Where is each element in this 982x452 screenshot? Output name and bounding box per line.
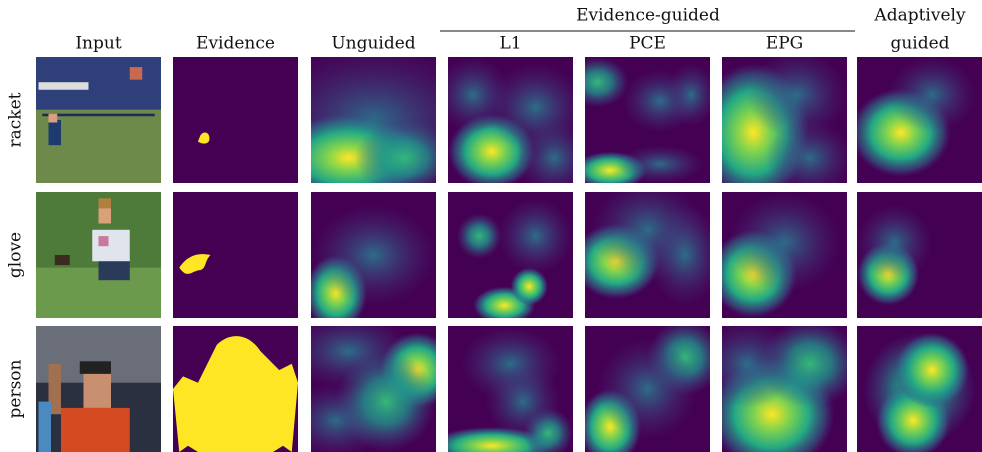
- row-label: racket: [6, 92, 26, 147]
- photo-region: [99, 261, 130, 280]
- group-title: Evidence-guided: [576, 6, 720, 26]
- photo-region: [39, 402, 52, 452]
- column-title: L1: [499, 34, 521, 54]
- image-cell: [429, 326, 573, 452]
- image-cell: [36, 57, 161, 183]
- heat-blob: [517, 120, 592, 196]
- image-cell: [286, 313, 455, 452]
- column-title: Input: [75, 34, 121, 54]
- heatmap-background: [173, 57, 298, 183]
- heat-blob: [666, 63, 716, 126]
- photo-region: [61, 408, 130, 452]
- photo-region: [99, 198, 112, 208]
- image-cell: [857, 192, 982, 318]
- heat-blob: [311, 205, 436, 306]
- heat-blob: [888, 57, 976, 133]
- heatmap: [436, 57, 592, 196]
- heat-blob: [566, 57, 629, 107]
- image-cell: [566, 57, 716, 189]
- image-cell: [436, 57, 592, 196]
- image-grid: [36, 44, 982, 452]
- heatmap-background: [173, 192, 298, 318]
- heat-blob: [598, 339, 698, 440]
- figure: Evidence-guided Adaptively guided Input E…: [0, 0, 982, 452]
- heat-blob: [895, 332, 970, 408]
- column-title: Adaptively: [873, 6, 966, 26]
- image-cell: [573, 179, 723, 318]
- heat-blob: [648, 205, 723, 306]
- image-cell: [851, 57, 982, 183]
- heat-blob: [498, 198, 573, 274]
- column-title: EPG: [766, 34, 803, 54]
- photo-region: [39, 82, 89, 90]
- heatmap: [697, 51, 853, 202]
- image-cell: [579, 320, 723, 452]
- photo-region: [130, 67, 143, 80]
- photo-region: [92, 230, 130, 261]
- heat-blob: [857, 205, 932, 281]
- image-cell: [173, 192, 298, 318]
- image-cell: [173, 326, 298, 452]
- heat-blob: [486, 364, 561, 440]
- column-title: PCE: [629, 34, 666, 54]
- page: Evidence-guided Adaptively guided Input E…: [0, 0, 982, 452]
- heat-blob: [436, 57, 511, 133]
- row-label: glove: [6, 232, 26, 278]
- photo-region: [84, 370, 112, 408]
- column-title: Unguided: [331, 34, 415, 54]
- image-cell: [448, 192, 573, 324]
- heat-blob: [355, 120, 455, 196]
- column-title: guided: [890, 34, 949, 54]
- image-cell: [173, 57, 298, 183]
- photo-region: [49, 114, 58, 123]
- photo-region: [55, 255, 70, 265]
- heat-blob: [766, 120, 854, 196]
- heat-blob: [697, 320, 797, 408]
- column-title: Evidence: [196, 34, 275, 54]
- heat-blob: [616, 145, 704, 183]
- photo-region: [80, 361, 111, 374]
- image-cell: [305, 192, 436, 331]
- image-cell: [857, 326, 982, 452]
- photo-region: [42, 114, 155, 117]
- photo-region: [99, 236, 109, 246]
- heat-blob: [336, 351, 436, 452]
- heat-blob: [728, 192, 841, 293]
- row-label: person: [6, 359, 26, 418]
- heat-blob: [457, 213, 502, 258]
- photo-region: [49, 120, 62, 145]
- image-cell: [710, 192, 848, 318]
- image-cell: [697, 320, 860, 452]
- image-cell: [36, 326, 161, 452]
- image-cell: [697, 51, 853, 202]
- image-cell: [36, 192, 161, 318]
